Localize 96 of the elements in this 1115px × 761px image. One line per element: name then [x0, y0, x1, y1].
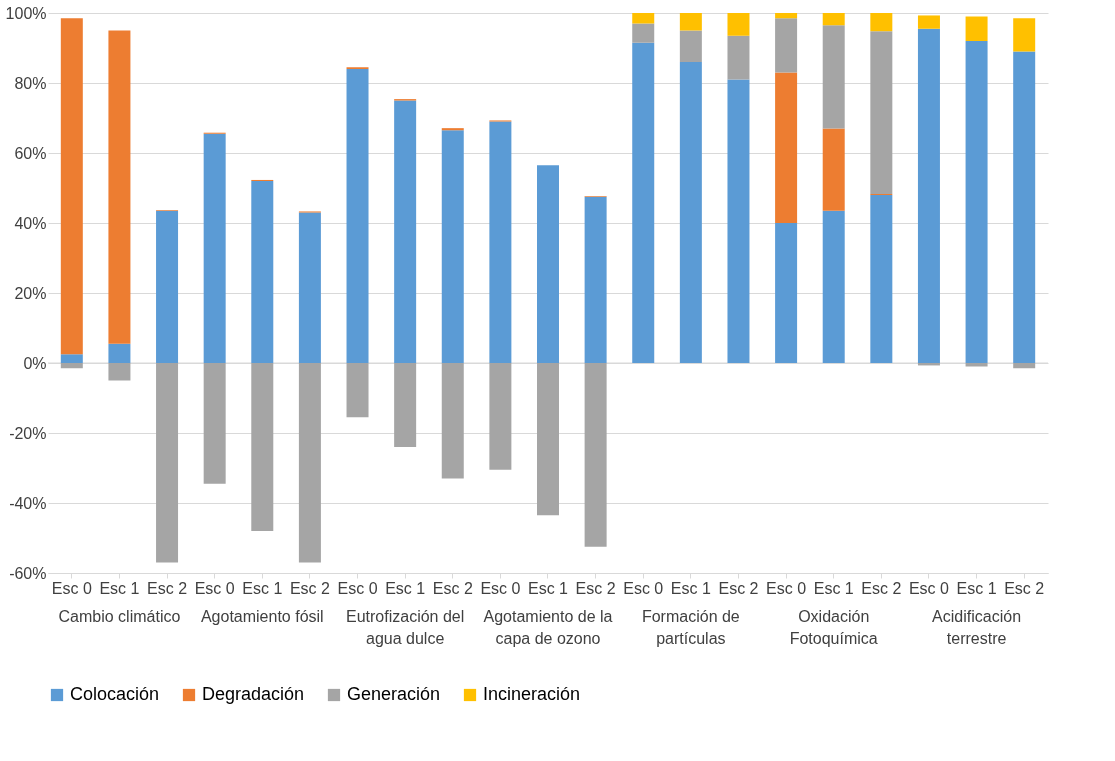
bar — [251, 363, 274, 531]
text: Agotamiento de la capa de ozono — [483, 608, 613, 647]
bar — [489, 121, 512, 363]
bar — [489, 363, 512, 470]
legend-label: Generación — [347, 684, 441, 704]
x-tick-label: Esc 0 — [194, 579, 235, 597]
bar — [775, 18, 798, 73]
y-tick-label: -40% — [9, 494, 47, 512]
text: Formación de partículas — [641, 608, 740, 647]
bar — [1013, 51, 1036, 363]
x-tick-label: Esc 1 — [99, 579, 140, 597]
text: Eutrofización del agua dulce — [345, 608, 465, 647]
bar — [965, 363, 988, 367]
bar — [441, 128, 464, 131]
x-tick-label: Esc 2 — [289, 579, 331, 597]
y-tick-label: 0% — [23, 354, 47, 372]
x-tick-label: Esc 1 — [813, 579, 854, 597]
bar — [775, 223, 798, 363]
y-tick-label: 60% — [14, 144, 47, 162]
bar — [251, 181, 274, 363]
bar — [60, 363, 83, 369]
bar — [1013, 18, 1036, 52]
bar — [965, 16, 988, 41]
bar — [108, 343, 131, 363]
bar — [632, 42, 655, 363]
bar — [60, 354, 83, 363]
bar — [822, 25, 845, 129]
bar — [775, 72, 798, 223]
legend-label: Degradación — [202, 684, 305, 704]
bar — [727, 35, 750, 80]
bar — [870, 195, 893, 363]
y-tick-label: 80% — [14, 74, 47, 92]
y-tick-label: 40% — [14, 214, 47, 232]
legend-label: Incineración — [483, 684, 581, 704]
x-tick-label: Esc 0 — [908, 579, 950, 597]
bar — [822, 128, 845, 211]
bar — [727, 13, 750, 36]
bar — [727, 79, 750, 363]
bar — [203, 133, 226, 363]
y-tick-label: -20% — [9, 424, 47, 442]
x-tick-label: Esc 1 — [242, 579, 283, 597]
bar — [870, 31, 893, 194]
bar — [441, 363, 464, 479]
bar — [917, 28, 940, 363]
bar — [822, 210, 845, 363]
x-tick-label: Esc 1 — [527, 579, 569, 597]
x-tick-label: Esc 0 — [766, 579, 807, 597]
bar — [870, 13, 893, 32]
bar — [108, 30, 131, 344]
bar — [822, 13, 845, 26]
bar — [537, 363, 559, 516]
x-tick-label: Esc 2 — [432, 579, 473, 597]
bar — [1013, 363, 1036, 369]
y-tick-label: 100% — [5, 4, 47, 22]
x-tick-label: Esc 2 — [1004, 579, 1045, 597]
bar — [441, 130, 464, 363]
text: Oxidación Fotoquímica — [789, 608, 878, 647]
x-tick-label: Esc 0 — [623, 579, 664, 597]
bar — [346, 69, 369, 363]
bar — [965, 41, 988, 363]
bar — [346, 363, 369, 418]
bar — [775, 13, 798, 19]
x-tick-label: Esc 2 — [575, 579, 616, 597]
x-tick-label: Esc 1 — [385, 579, 426, 597]
bar — [156, 363, 179, 563]
bar — [632, 23, 655, 43]
legend-label: Colocación — [70, 684, 160, 704]
x-tick-label: Esc 2 — [147, 579, 188, 597]
bar — [584, 363, 607, 547]
text: Agotamiento fósil — [200, 608, 324, 625]
x-tick-label: Esc 0 — [337, 579, 378, 597]
bar — [108, 363, 131, 381]
bar — [394, 100, 417, 363]
bar — [298, 212, 321, 363]
text: Acidificación terrestre — [932, 608, 1022, 647]
bar — [679, 62, 702, 363]
x-tick-label: Esc 0 — [51, 579, 92, 597]
bar — [394, 363, 417, 447]
bar — [679, 30, 702, 62]
bar — [60, 18, 83, 355]
y-tick-label: 20% — [14, 284, 47, 302]
x-tick-label: Esc 1 — [956, 579, 997, 597]
x-tick-label: Esc 0 — [480, 579, 521, 597]
bar — [679, 13, 702, 31]
bar — [584, 196, 607, 363]
x-tick-label: Esc 2 — [718, 579, 759, 597]
x-tick-label: Esc 1 — [670, 579, 711, 597]
bar — [156, 210, 179, 363]
x-tick-label: Esc 2 — [861, 579, 902, 597]
bar — [298, 363, 321, 563]
bar — [537, 165, 559, 363]
bar — [917, 15, 940, 29]
bar — [203, 363, 226, 484]
bar — [632, 13, 655, 24]
y-tick-label: -60% — [9, 564, 47, 582]
text: Cambio climático — [58, 608, 181, 625]
